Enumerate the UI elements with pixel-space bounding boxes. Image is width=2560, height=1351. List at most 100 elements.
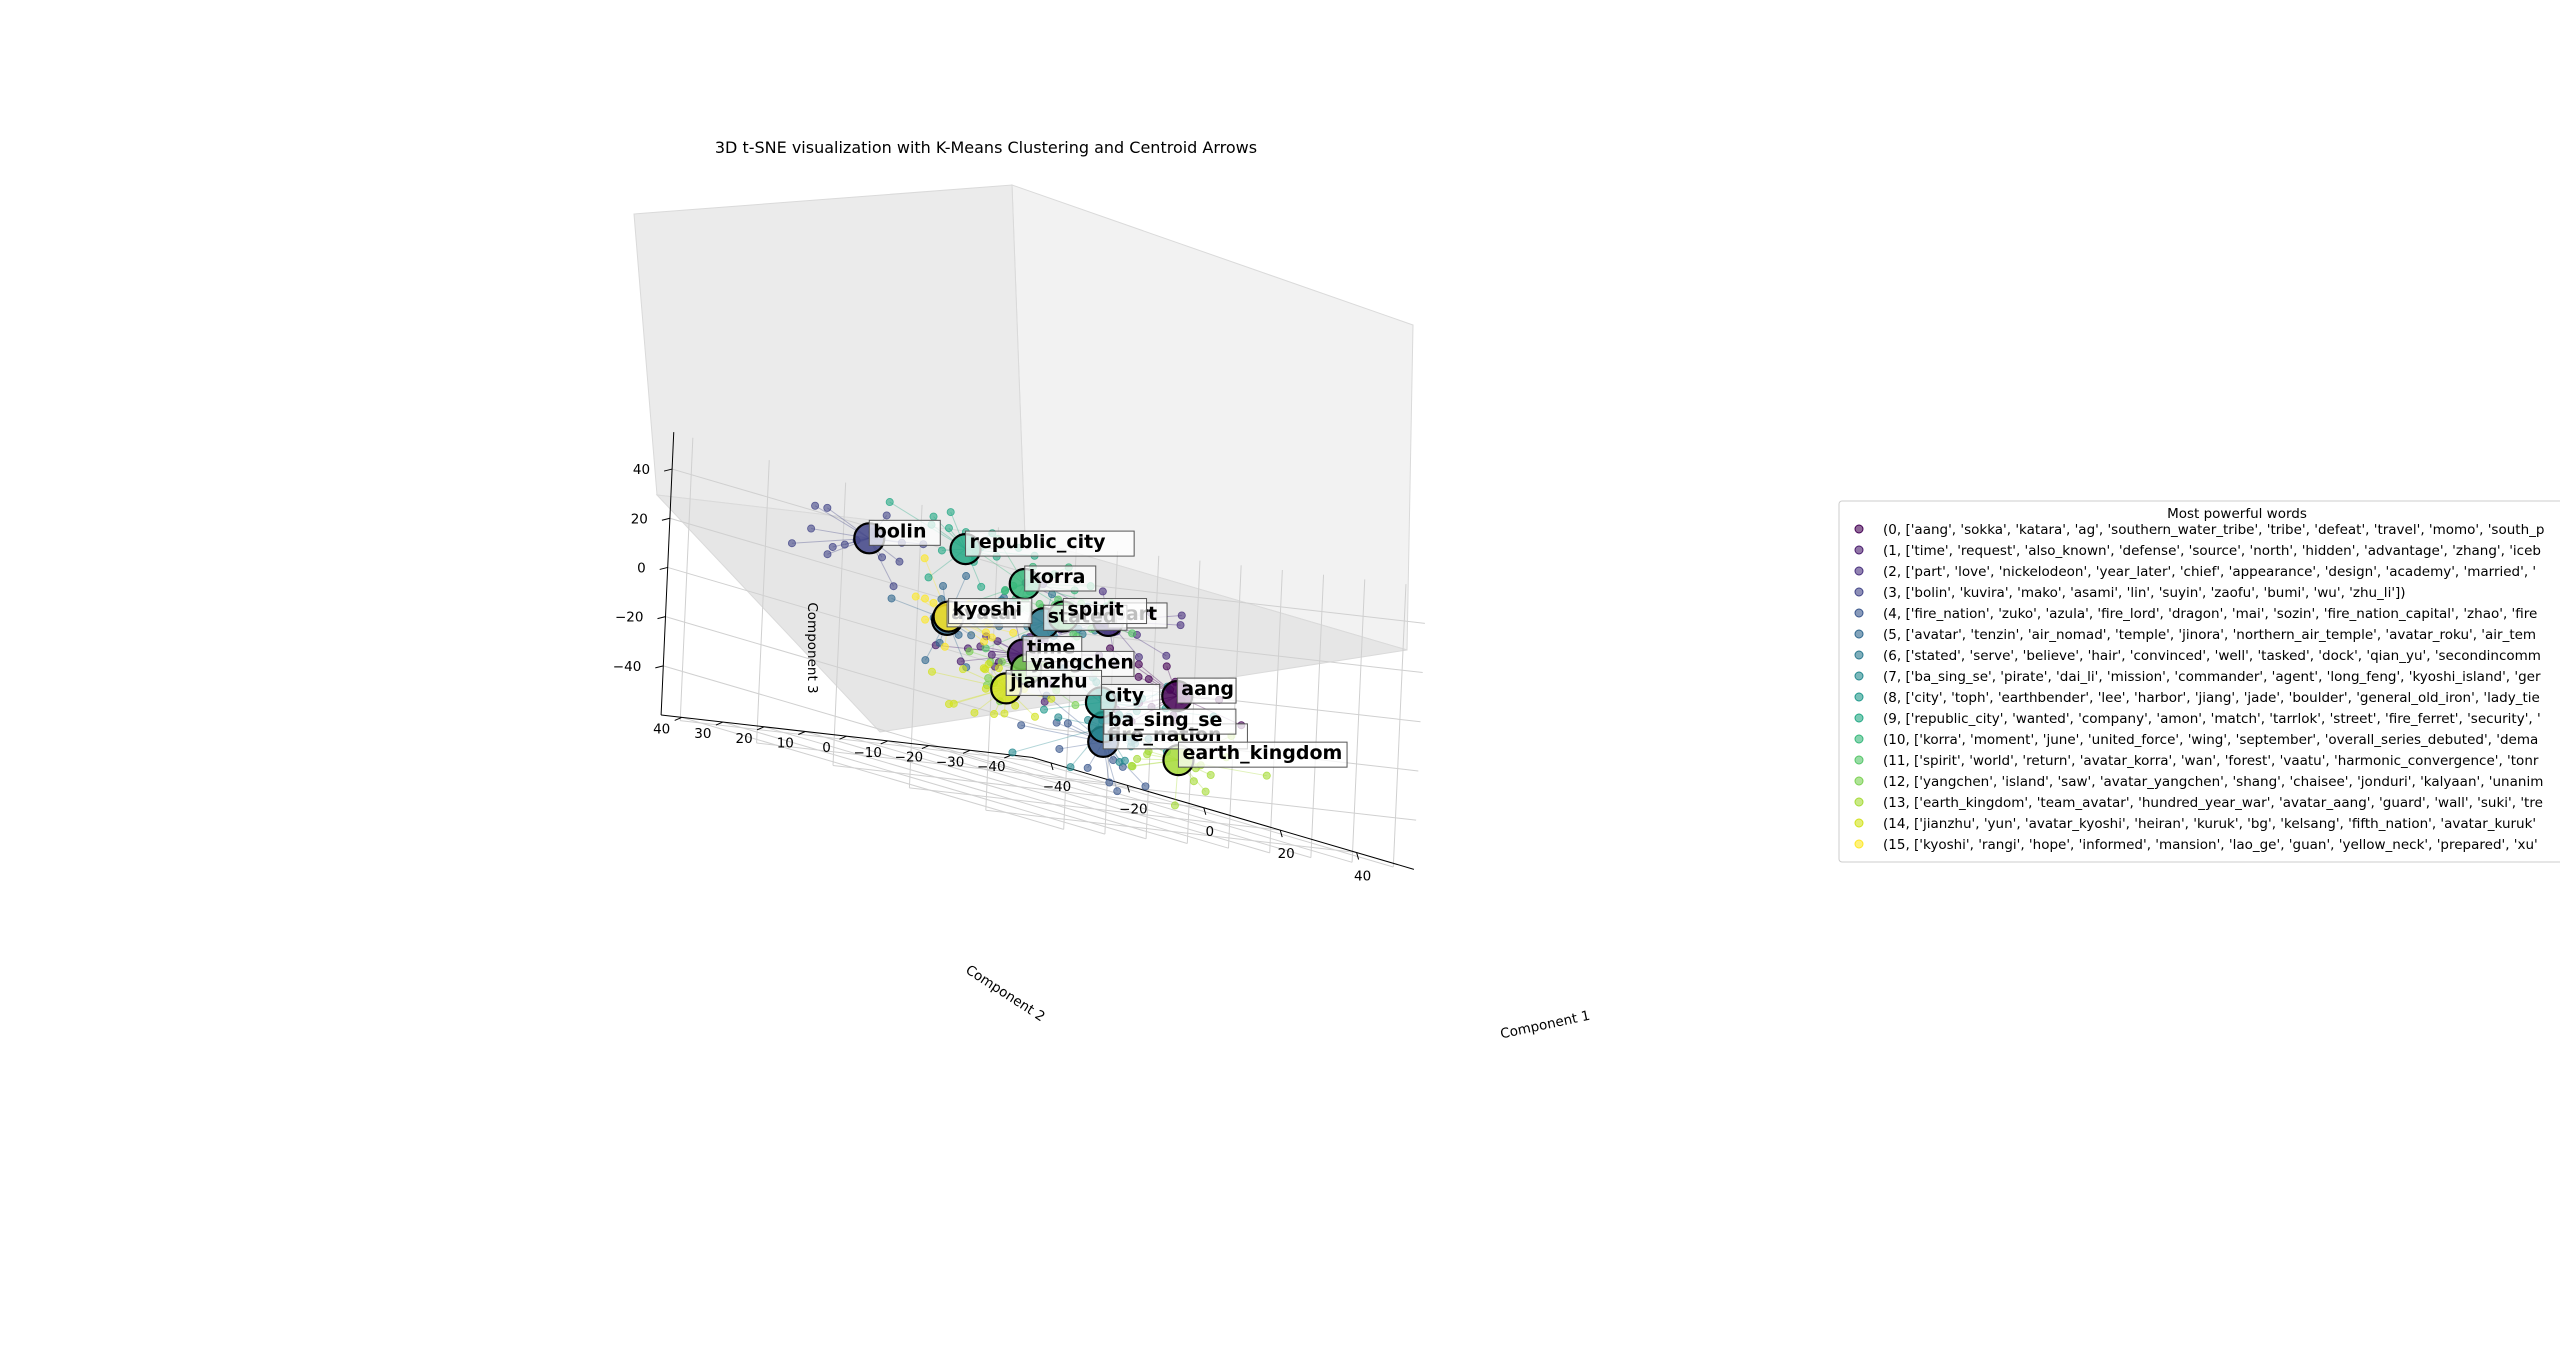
data-point [981,628,990,637]
data-point [1162,651,1171,660]
data-point [1000,709,1009,718]
data-point [984,674,993,683]
grid-line [1310,574,1325,858]
y-tick-label: −20 [895,750,924,766]
data-point [1162,662,1171,671]
grid-line [1351,579,1366,863]
z-tick-label: −40 [613,659,642,675]
data-point [935,638,944,647]
centroid-label-box [1062,598,1148,625]
data-point [887,594,896,603]
legend-entry: (2, ['part', 'love', 'nickelodeon', 'yea… [1883,564,2536,580]
data-point [977,582,986,591]
data-point [1262,771,1271,780]
legend-marker [1854,734,1864,744]
y-tick-label: −40 [977,759,1006,775]
legend-entry: (14, ['jianzhu', 'yun', 'avatar_kyoshi',… [1883,816,2536,832]
data-point [1066,763,1075,772]
grid-line [1392,584,1407,868]
data-point [1047,694,1056,703]
grid-line [1228,565,1242,849]
legend-marker [1854,818,1864,828]
x-axis-line [1031,756,1415,870]
data-point [958,665,967,674]
legend-marker [1854,524,1864,534]
data-point [1133,754,1142,763]
data-point [990,710,999,719]
grid-line [805,731,1188,844]
data-point [1134,660,1143,669]
grid-line [756,460,770,744]
z-tick-label: −20 [615,610,644,626]
y-tick-label: 10 [777,736,794,752]
y-tick-label: 0 [822,740,831,756]
grid-line [665,616,1048,730]
x-axis-label: Component 1 [1499,1008,1592,1043]
centroid-label: spirit [1067,599,1123,621]
legend-marker [1854,629,1864,639]
data-point [937,546,946,555]
grid-line [681,716,1064,830]
legend-entry: (12, ['yangchen', 'island', 'saw', 'avat… [1883,774,2543,790]
z-axis-label: Component 3 [804,602,820,693]
z-tick-label: 40 [633,462,650,478]
x-tick-mark [1050,762,1054,771]
y-tick-mark [674,716,682,721]
data-point [946,508,955,517]
centroid-label-box [868,519,941,546]
x-tick-label: 0 [1206,824,1215,840]
centroid-label-box [1100,683,1161,710]
legend-marker [1854,755,1864,765]
data-point [1189,777,1198,786]
z-axis-line [660,432,675,716]
data-point [1055,744,1064,753]
data-point [882,511,891,520]
data-point [939,582,948,591]
data-point [1144,675,1153,684]
centroid-label-box [1103,708,1237,735]
centroid-label: aang [1181,678,1234,700]
data-point [979,664,988,673]
legend-entry: (3, ['bolin', 'kuvira', 'mako', 'asami',… [1883,585,2406,601]
data-point [980,637,989,646]
legend-entry: (0, ['aang', 'sokka', 'katara', 'ag', 's… [1883,522,2544,538]
centroid-label: ba_sing_se [1108,709,1223,731]
legend-entry: (13, ['earth_kingdom', 'team_avatar', 'h… [1883,795,2543,811]
data-point [1134,672,1143,681]
data-point [823,503,832,512]
z-tick-label: 20 [631,511,648,527]
y-tick-label: 40 [653,721,670,737]
z-tick-label: 0 [637,560,646,576]
legend-items: (0, ['aang', 'sokka', 'katara', 'ag', 's… [1854,522,2544,853]
data-point [921,656,930,665]
y-tick-label: 30 [694,726,711,742]
grid-line [663,665,1046,779]
grid-line [763,726,1147,840]
data-point [920,554,929,563]
legend-entry: (6, ['stated', 'serve', 'believe', 'hair… [1883,648,2541,664]
y-tick-mark [962,749,971,754]
data-point [970,708,979,717]
legend-entry: (4, ['fire_nation', 'zuko', 'azula', 'fi… [1883,606,2537,622]
y-tick-label: −10 [853,745,882,761]
grid-line [832,482,847,766]
data-point [993,637,1002,646]
data-point [956,657,965,666]
centroids: aangtimepartbolinfire_nationavatarstated… [853,519,1348,777]
centroid-label: city [1105,684,1145,706]
data-point [921,594,930,603]
y-tick-mark [880,740,888,745]
x-tick-label: −20 [1119,801,1148,817]
legend-marker [1854,692,1864,702]
grid-line [679,437,694,721]
centroid-label-box [1005,669,1103,696]
data-point [1009,628,1018,637]
data-point [823,550,832,559]
legend-marker [1854,587,1864,597]
data-point [927,667,936,676]
data-point [965,647,974,656]
centroid-label: korra [1029,566,1086,588]
grid-lines [663,437,1425,868]
legend-marker [1854,566,1864,576]
